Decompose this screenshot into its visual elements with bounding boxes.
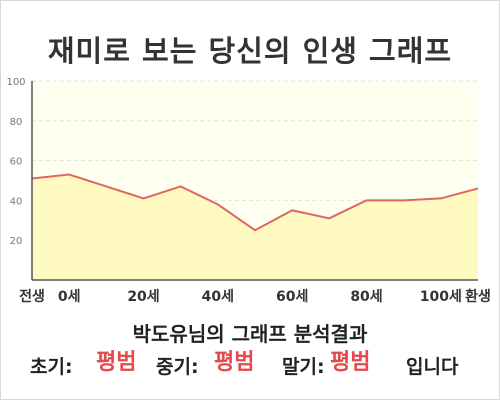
y-tick-label-100: 100 [6,77,25,88]
middle-value: 평범 [214,350,255,375]
x-tick-label-2: 20세 [127,289,159,305]
y-tick-label-60: 60 [10,157,23,168]
late-label: 말기: [282,356,325,378]
x-tick-label-3: 40세 [202,289,234,305]
late-value: 평범 [330,350,371,375]
x-tick-label-5: 80세 [350,289,382,305]
x-tick-label-6: 100세 [420,289,462,305]
suffix-text: 입니다 [406,356,459,378]
chart-title: 재미로 보는 당신의 인생 그래프 [47,34,453,68]
x-tick-label-7: 환생 [465,288,491,305]
x-tick-label-1: 0세 [58,289,81,305]
y-tick-label-20: 20 [10,236,23,247]
x-tick-label-4: 60세 [276,289,308,305]
middle-label: 중기: [156,356,199,378]
y-tick-label-40: 40 [10,196,23,207]
x-tick-label-0: 전생 [19,288,45,305]
analysis-title: 박도유님의 그래프 분석결과 [132,322,368,346]
y-tick-label-80: 80 [10,117,23,128]
life-line [31,173,479,232]
early-value: 평범 [96,350,137,375]
early-label: 초기: [30,356,73,378]
